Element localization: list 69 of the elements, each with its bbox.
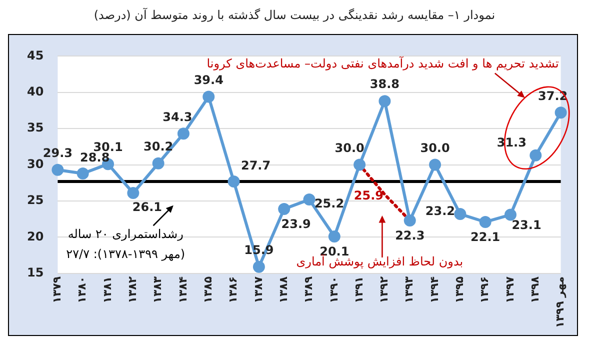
x-tick-label: ۱۳۷۹ [50, 276, 64, 304]
x-tick-label: ۱۳۹۵ [453, 276, 466, 304]
x-tick-label: ۱۳۹۸ [528, 276, 542, 304]
x-tick-label: ۱۳۸۶ [226, 276, 240, 304]
point [202, 90, 215, 103]
data-label: 30.0 [420, 140, 450, 155]
x-tick-label: مهر ۱۳۹۹ [554, 276, 567, 328]
point [252, 260, 265, 273]
x-tick-label: ۱۳۸۸ [276, 276, 290, 304]
data-label: 30.0 [334, 140, 364, 155]
point [76, 167, 89, 180]
x-tick-label: ۱۳۹۰ [327, 276, 340, 304]
annotation: رشداستمراری ۲۰ ساله (مهر ۱۳۹۹-۱۳۷۸): ۲۷/۷ [66, 227, 186, 262]
x-tick-label: ۱۳۹۴ [428, 276, 441, 304]
data-label: 39.4 [194, 72, 224, 87]
data-label: 22.1 [470, 230, 500, 244]
x-tick-label: ۱۳۸۴ [176, 276, 190, 304]
x-tick-label: ۱۳۹۳ [402, 276, 416, 304]
data-label: 25.2 [314, 196, 344, 211]
point [479, 216, 492, 228]
point [228, 175, 240, 188]
x-tick-label: ۱۳۸۱ [100, 276, 114, 304]
data-label: 26.1 [132, 200, 162, 214]
data-label: 27.7 [240, 158, 271, 173]
chart-title: نمودار ۱– مقایسه رشد نقدینگی در بیست سال گذشته با روند متوسط آن (درصد) [92, 8, 496, 22]
x-tick-label: ۱۳۹۱ [352, 276, 366, 304]
x-tick-label: ۱۳۸۹ [302, 276, 316, 304]
y-tick-label: 35 [26, 120, 44, 135]
x-tick-label: ۱۳۹۷ [503, 276, 516, 304]
data-label: 34.3 [162, 110, 192, 124]
data-label: 22.3 [395, 228, 425, 243]
data-label: 25.9 [354, 188, 384, 203]
point [152, 157, 164, 170]
data-label: 30.2 [144, 139, 174, 154]
point [378, 95, 391, 108]
point [328, 230, 340, 242]
point [177, 128, 190, 140]
data-label: 23.1 [512, 218, 542, 232]
y-tick-label: 40 [26, 84, 44, 99]
x-tick-label: ۱۳۸۷ [252, 276, 265, 304]
y-tick-label: 30 [26, 156, 44, 171]
data-label: 38.8 [370, 77, 400, 92]
point [454, 208, 466, 220]
y-tick-label: 20 [26, 229, 44, 244]
data-label: 28.8 [80, 150, 110, 165]
data-label: 23.9 [281, 217, 311, 232]
x-tick-label: ۱۳۸۳ [151, 276, 164, 304]
data-label: 29.3 [42, 146, 73, 160]
point [530, 149, 542, 162]
point [429, 158, 442, 171]
point [278, 202, 290, 215]
point [303, 194, 316, 206]
x-tick-label: ۱۳۹۶ [478, 276, 492, 304]
y-tick-label: 15 [26, 266, 44, 280]
point [354, 158, 366, 171]
point [554, 106, 567, 119]
y-tick-label: 45 [26, 48, 44, 62]
point [504, 208, 516, 221]
data-label: 23.2 [425, 204, 455, 218]
annotation: تشدید تحریم ها و افت شدید درآمدهای نفتی دولت– مساعدت‌های کرونا [206, 55, 559, 70]
x-tick-label: ۱۳۸۲ [126, 276, 140, 304]
x-tick-label: ۱۳۸۵ [201, 276, 214, 304]
x-tick-label: ۱۳۹۲ [378, 276, 391, 304]
data-label: 20.1 [320, 244, 350, 259]
x-tick-label: ۱۳۸۰ [76, 276, 89, 304]
point [52, 164, 64, 176]
y-tick-label: 25 [26, 193, 44, 208]
point [404, 214, 416, 227]
point [127, 187, 140, 200]
